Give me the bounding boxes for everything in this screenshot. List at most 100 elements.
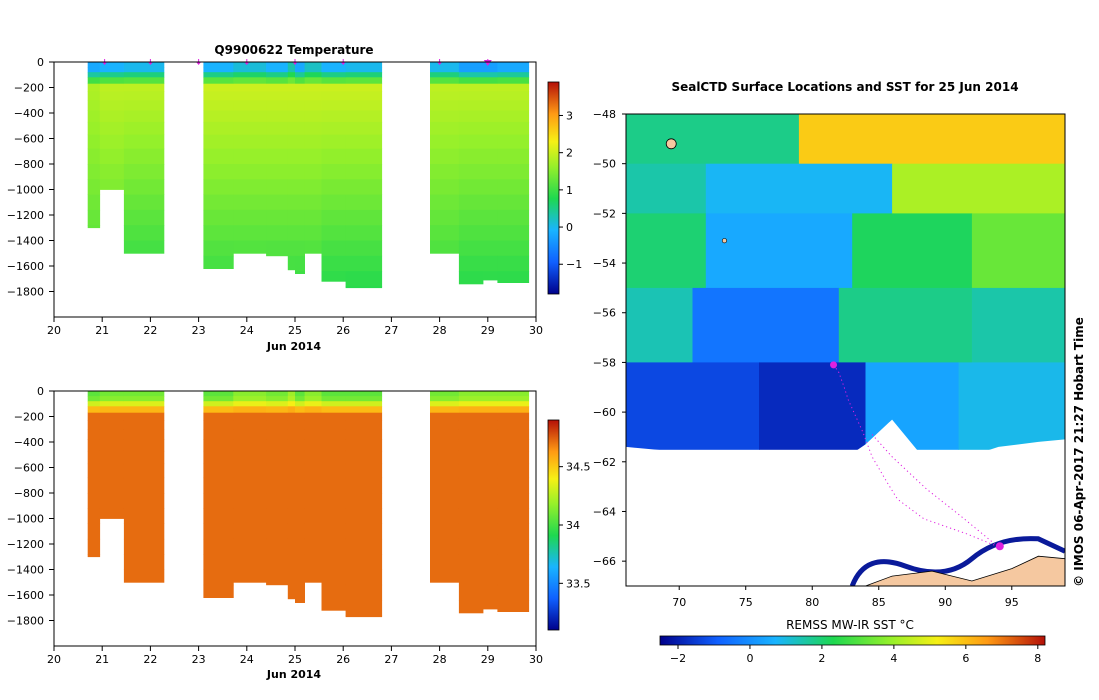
profile-cell (99, 62, 125, 68)
profile-cell (87, 134, 101, 150)
profile-cell (483, 134, 498, 150)
lat-tick-label: −62 (593, 456, 616, 469)
profile-cell (99, 396, 125, 402)
profile-cell (304, 396, 322, 402)
profile-cell (87, 164, 101, 180)
profile-cell (458, 271, 484, 285)
profile-cell (203, 77, 234, 85)
salinity-cells (87, 391, 530, 618)
profile-cell (458, 463, 484, 479)
profile-cell (345, 67, 383, 73)
profile-cell (483, 179, 498, 195)
profile-cell (266, 463, 289, 479)
profile-cell (295, 391, 305, 397)
profile-cell (123, 91, 165, 101)
profile-cell (458, 396, 484, 402)
profile-cell (266, 569, 289, 586)
profile-cell (321, 477, 346, 494)
profile-cell (99, 420, 125, 430)
profile-cell (458, 401, 484, 407)
profile-cell (233, 77, 267, 85)
profile-cell (266, 67, 289, 73)
profile-cell (430, 134, 460, 150)
profile-cell (295, 439, 305, 452)
profile-cell (233, 401, 267, 407)
profile-cell (233, 121, 267, 136)
profile-cell (123, 523, 165, 540)
profile-cell (233, 148, 267, 165)
profile-cell (483, 77, 498, 85)
profile-cell (266, 401, 289, 407)
profile-cell (123, 396, 165, 402)
profile-cell (233, 412, 267, 421)
profile-cell (266, 523, 289, 540)
profile-cell (345, 463, 383, 479)
profile-cell (483, 523, 498, 540)
profile-cell (295, 62, 305, 68)
profile-cell (295, 148, 305, 165)
profile-cell (497, 401, 530, 407)
profile-cell (203, 91, 234, 101)
sst-zone (626, 114, 800, 165)
profile-cell (430, 179, 460, 195)
y-tick-label: −800 (14, 158, 44, 171)
profile-cell (287, 401, 296, 407)
profile-cell (483, 401, 498, 407)
profile-cell (266, 554, 289, 570)
profile-cell (497, 493, 530, 509)
profile-cell (99, 406, 125, 414)
profile-cell (321, 194, 346, 211)
profile-cell (321, 148, 346, 165)
profile-cell (497, 179, 530, 195)
profile-cell (123, 508, 165, 524)
profile-cell (287, 179, 296, 195)
y-tick-label: −400 (14, 436, 44, 449)
profile-cell (295, 538, 305, 555)
profile-cell (483, 429, 498, 440)
sst-zone (838, 287, 973, 363)
profile-cell (87, 209, 101, 226)
profile-cell (99, 412, 125, 421)
lon-tick-label: 70 (672, 596, 686, 609)
profile-cell (304, 83, 322, 92)
profile-cell (321, 110, 346, 123)
profile-cell (345, 179, 383, 195)
profile-cell (321, 450, 346, 465)
x-tick-label: 29 (481, 324, 495, 337)
profile-cell (266, 83, 289, 92)
profile-cell (287, 62, 296, 68)
profile-cell (304, 554, 322, 570)
profile-cell (430, 164, 460, 180)
x-tick-label: 28 (433, 653, 447, 666)
profile-cell (497, 396, 530, 402)
profile-cell (87, 396, 101, 402)
profile-cell (123, 72, 165, 78)
profile-cell (99, 429, 125, 440)
profile-cell (430, 477, 460, 494)
profile-cell (295, 584, 305, 601)
profile-cell (123, 225, 165, 241)
profile-cell (99, 148, 125, 165)
profile-cell (287, 538, 296, 555)
profile-cell (321, 508, 346, 524)
profile-cell (266, 412, 289, 421)
profile-cell (321, 584, 346, 601)
profile-cell (87, 77, 101, 85)
salinity-xlabel: Jun 2014 (266, 668, 322, 681)
profile-cell (87, 83, 101, 92)
profile-cell (321, 538, 346, 555)
profile-cell (233, 179, 267, 195)
profile-cell (321, 240, 346, 257)
profile-cell (233, 420, 267, 430)
profile-cell (430, 439, 460, 452)
profile-cell (295, 463, 305, 479)
profile-cell (233, 554, 267, 570)
x-tick-label: 24 (240, 324, 254, 337)
profile-cell (483, 255, 498, 272)
profile-cell (295, 420, 305, 430)
profile-cell (345, 406, 383, 414)
profile-cell (287, 134, 296, 150)
profile-cell (321, 493, 346, 509)
profile-cell (295, 508, 305, 524)
x-tick-label: 27 (384, 324, 398, 337)
